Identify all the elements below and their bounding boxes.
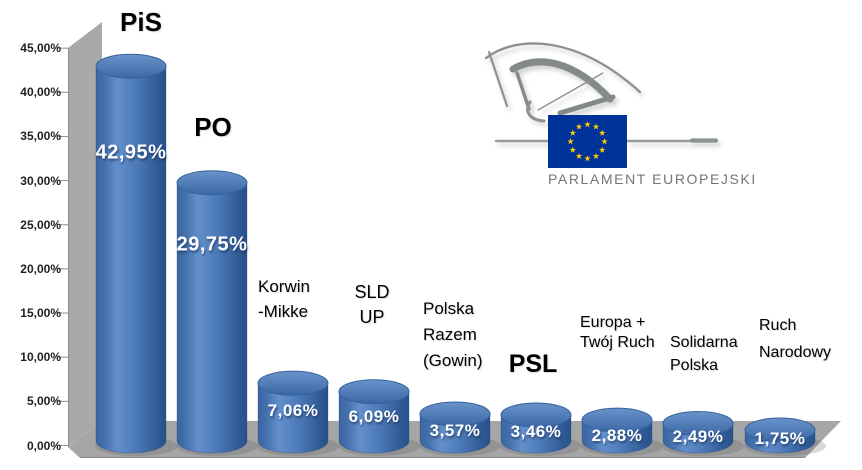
category-label-line: Narodowy [759,344,832,361]
eu-star-icon [598,146,606,153]
eu-star-icon [584,121,591,128]
bar-value-label: 2,49% [672,427,724,446]
bar-value-label: 42,95% [95,141,167,164]
bar-value-label: 3,46% [510,422,562,441]
category-label-line: Twój Ruch [580,334,655,351]
bar-top [338,379,410,405]
bar-top [744,417,816,443]
category-label-4: Polska Razem (Gowin) [423,296,483,374]
eu-star-icon [567,138,574,145]
cylinder-bar-6 [581,407,663,456]
cylinder-bar-3 [338,379,420,456]
bar-top [95,53,167,79]
hemicycle-sketch-icon [484,42,719,143]
category-label-line: PO [194,112,232,142]
bar-top [257,370,329,396]
category-label-line: Ruch [759,317,797,334]
bar-value-label: 3,57% [429,421,481,440]
eu-star-icon [598,129,606,136]
y-axis-tick-label: 20,00% [20,261,61,276]
y-axis-tick-label: 15,00% [20,306,61,321]
y-axis-ticks [58,47,69,446]
eu-star-icon [569,129,577,136]
y-axis-tick-label: 45,00% [20,41,61,56]
category-label-line: Korwin [258,277,310,296]
category-label-line: Europa + [580,314,646,331]
category-label-line: PSL [508,350,558,378]
category-label-5: PSL [509,349,558,379]
bar-value-label: 7,06% [267,401,319,420]
eu-star-icon [584,155,591,162]
y-axis-tick-label: 25,00% [20,217,61,232]
bar-value-label: 29,75% [176,233,248,256]
cylinder-bar-7 [662,411,744,456]
bar-value-label: 1,75% [754,429,806,448]
bar-top [419,401,491,427]
category-label-line: Solidarna [670,334,738,351]
bar-value-label: 6,09% [348,407,400,426]
eu-star-icon [592,152,600,159]
cylinder-bar-8 [744,417,826,456]
y-axis-tick-label: 35,00% [20,129,61,144]
eu-star-icon [575,123,583,130]
category-label-0: PiS [120,6,162,38]
cylinder-bar-0 [95,53,177,456]
logo-caption: PARLAMENT EUROPEJSKI [548,171,757,187]
cylinder-bar-2 [257,370,339,456]
bars-group [95,53,826,456]
bar-top [662,411,734,437]
category-label-7: Solidarna Polska [670,331,738,377]
y-axis-tick-label: 10,00% [20,350,61,365]
category-label-line: Razem [423,325,477,344]
bar-top [176,170,248,196]
bar-value-label: 2,88% [591,426,643,445]
eu-star-icon [569,146,577,153]
bar-top [581,407,653,433]
eu-flag-stars [567,121,608,162]
category-label-2: Korwin -Mikke [258,274,310,324]
category-label-line: UP [359,307,385,327]
eu-star-icon [592,123,600,130]
category-label-line: Polska [670,357,719,374]
bar-body [176,182,248,454]
y-axis-tick-label: 5,00% [26,394,61,409]
y-axis-tick-label: 0,00% [26,438,61,453]
category-label-line: PiS [120,7,162,37]
cylinder-bar-5 [500,402,582,456]
bar-body [257,382,329,454]
cylinder-bar-4 [419,401,501,456]
y-axis-tick-label: 40,00% [20,85,61,100]
bar-body [95,65,167,454]
category-label-line: (Gowin) [423,351,483,370]
category-label-line: SLD [354,282,390,302]
category-label-line: -Mikke [258,302,309,321]
y-axis-tick-label: 30,00% [20,173,61,188]
category-label-3: SLD UP [354,280,389,330]
category-label-line: Polska [423,299,475,318]
bar-top [500,402,572,428]
eu-star-icon [575,152,583,159]
category-label-1: PO [194,111,232,143]
european-parliament-logo [484,42,719,168]
category-label-8: Ruch Narodowy [759,312,831,366]
category-label-6: Europa + Twój Ruch [580,313,655,353]
chart-side-wall [68,22,102,447]
eu-star-icon [601,138,608,145]
cylinder-bar-1 [176,170,258,456]
bar-body [338,391,410,454]
